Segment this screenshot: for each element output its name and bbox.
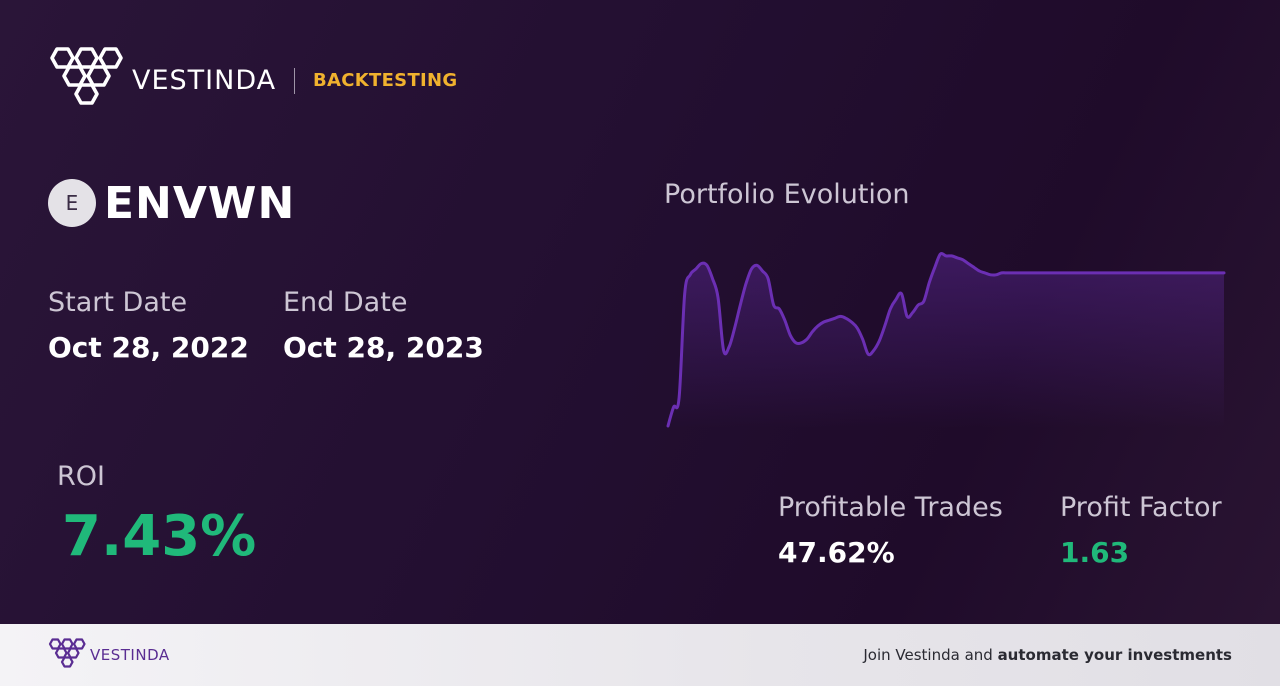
footer-cta[interactable]: Join Vestinda and automate your investme… xyxy=(863,646,1232,664)
brand-name: VESTINDA xyxy=(132,65,277,96)
header-divider xyxy=(294,68,295,94)
footer-cta-prefix: Join Vestinda and xyxy=(863,646,998,664)
profitable-trades-label: Profitable Trades xyxy=(778,492,1003,523)
chart-series-area xyxy=(668,253,1224,428)
chart-title: Portfolio Evolution xyxy=(664,179,910,210)
roi-label: ROI xyxy=(57,461,105,492)
end-date-value: Oct 28, 2023 xyxy=(283,331,484,364)
asset-symbol: ENVWN xyxy=(104,178,296,229)
start-date-value: Oct 28, 2022 xyxy=(48,331,249,364)
section-tag: BACKTESTING xyxy=(313,70,458,91)
chart-series-line xyxy=(666,251,1226,428)
portfolio-evolution-chart xyxy=(666,251,1226,428)
roi-value: 7.43% xyxy=(62,504,257,569)
footer-bar: VESTINDA Join Vestinda and automate your… xyxy=(0,624,1280,686)
profit-factor-value: 1.63 xyxy=(1060,536,1130,569)
start-date-label: Start Date xyxy=(48,287,188,318)
profitable-trades-value: 47.62% xyxy=(778,536,895,569)
backtest-card: VESTINDA BACKTESTING E ENVWN Start Date … xyxy=(0,0,1280,624)
footer-cta-bold: automate your investments xyxy=(997,646,1232,664)
hexagon-cluster-icon xyxy=(48,638,86,668)
asset-badge: E xyxy=(48,179,96,227)
profit-factor-label: Profit Factor xyxy=(1060,492,1222,523)
footer-brand: VESTINDA xyxy=(90,646,170,664)
end-date-label: End Date xyxy=(283,287,408,318)
hexagon-cluster-icon xyxy=(50,47,123,105)
